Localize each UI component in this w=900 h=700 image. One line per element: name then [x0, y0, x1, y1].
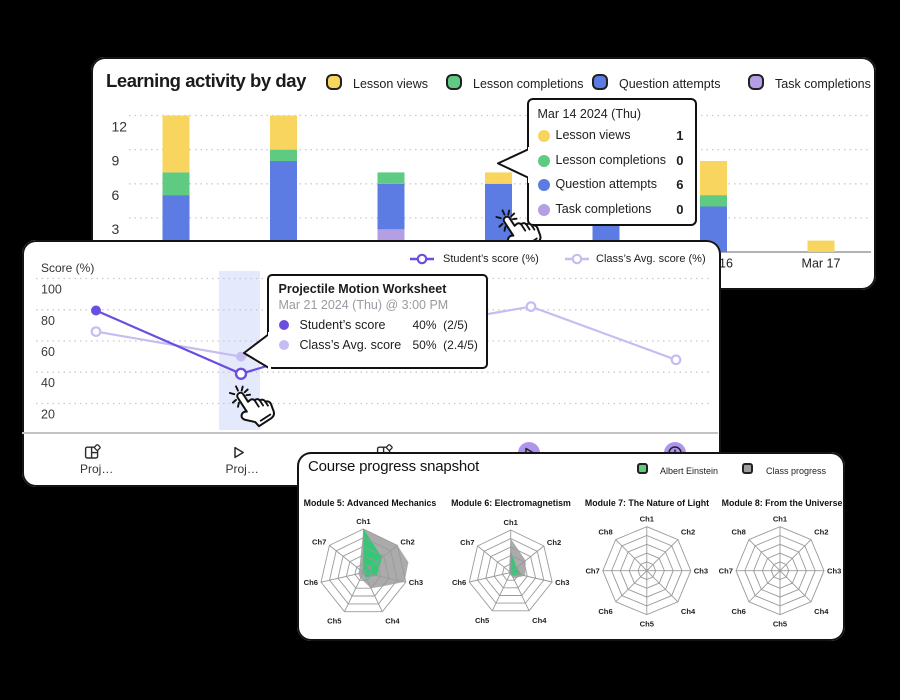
- svg-text:Ch6: Ch6: [452, 578, 466, 587]
- svg-text:Ch5: Ch5: [773, 620, 788, 629]
- svg-text:3: 3: [112, 221, 120, 237]
- svg-text:Ch6: Ch6: [304, 578, 318, 587]
- svg-text:Ch2: Ch2: [681, 528, 695, 537]
- svg-text:100: 100: [41, 283, 62, 297]
- svg-text:12: 12: [112, 119, 128, 135]
- svg-text:80: 80: [41, 314, 55, 328]
- svg-text:Ch3: Ch3: [827, 567, 841, 576]
- svg-text:Ch1: Ch1: [356, 517, 371, 526]
- svg-text:Ch5: Ch5: [640, 620, 655, 629]
- svg-text:Ch1: Ch1: [504, 518, 519, 527]
- svg-text:Ch1: Ch1: [640, 515, 655, 524]
- svg-text:Ch5: Ch5: [327, 617, 342, 626]
- svg-text:Ch2: Ch2: [814, 528, 828, 537]
- svg-text:Ch2: Ch2: [547, 538, 561, 547]
- svg-text:Ch2: Ch2: [400, 537, 414, 546]
- svg-text:9: 9: [112, 153, 120, 169]
- svg-text:Ch8: Ch8: [598, 528, 612, 537]
- svg-text:Ch1: Ch1: [773, 515, 788, 524]
- svg-text:Ch7: Ch7: [585, 567, 599, 576]
- svg-text:Ch3: Ch3: [409, 578, 423, 587]
- svg-text:Ch4: Ch4: [385, 617, 400, 626]
- svg-text:Ch3: Ch3: [555, 578, 569, 587]
- svg-text:20: 20: [41, 408, 55, 422]
- svg-text:Ch3: Ch3: [694, 567, 708, 576]
- svg-text:Ch6: Ch6: [732, 607, 746, 616]
- svg-text:6: 6: [112, 187, 120, 203]
- svg-text:Ch6: Ch6: [598, 607, 612, 616]
- svg-text:Ch4: Ch4: [532, 616, 547, 625]
- svg-text:40: 40: [41, 376, 55, 390]
- svg-text:Ch7: Ch7: [719, 567, 733, 576]
- svg-text:Ch8: Ch8: [732, 528, 746, 537]
- svg-text:Ch7: Ch7: [312, 537, 326, 546]
- svg-text:Mar 17: Mar 17: [802, 257, 841, 271]
- svg-text:Ch5: Ch5: [475, 616, 490, 625]
- svg-text:Ch7: Ch7: [460, 538, 474, 547]
- svg-text:Ch4: Ch4: [814, 607, 829, 616]
- svg-text:Ch4: Ch4: [681, 607, 696, 616]
- svg-text:60: 60: [41, 345, 55, 359]
